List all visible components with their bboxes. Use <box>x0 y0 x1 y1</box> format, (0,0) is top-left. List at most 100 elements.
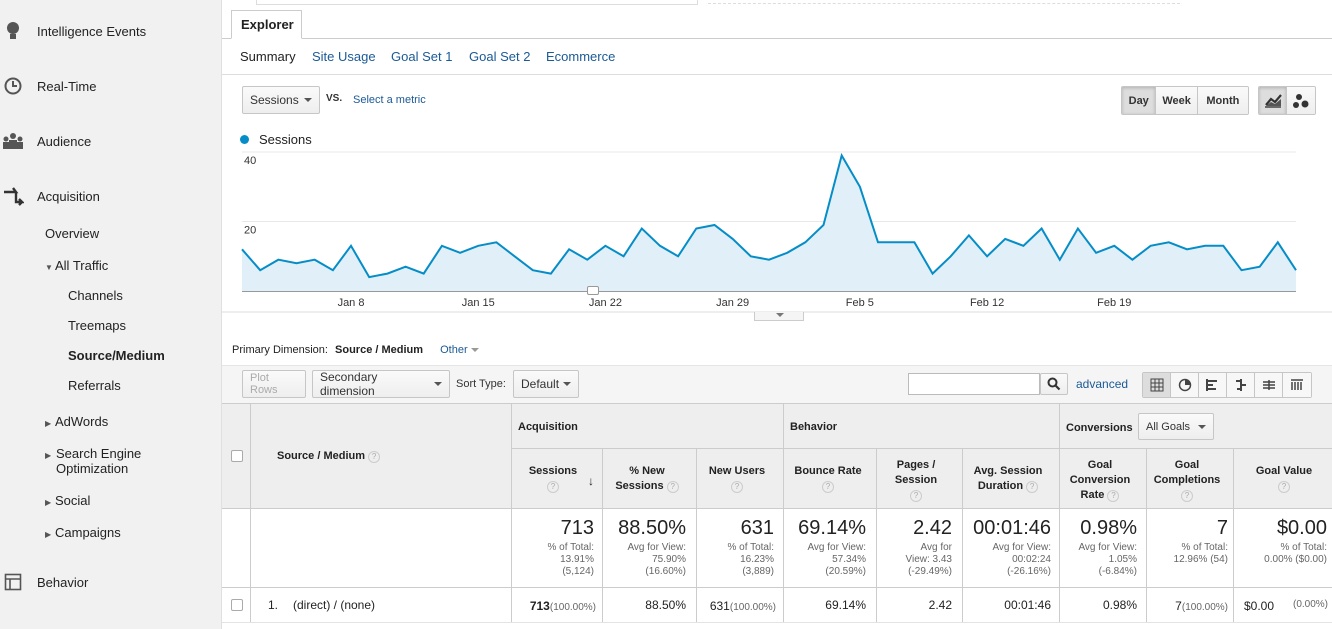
row-bounce-rate: 69.14% <box>825 598 866 612</box>
total-goal-value: $0.00 <box>1276 517 1327 539</box>
x-tick-label: Feb 12 <box>970 297 1004 309</box>
plot-rows-button[interactable]: Plot Rows <box>242 370 306 398</box>
nav-seo[interactable]: ▶ Search Engine Optimization <box>45 446 142 476</box>
nav-social[interactable]: ▶ Social <box>45 493 91 508</box>
dimension-source-medium[interactable]: Source / Medium <box>335 344 424 356</box>
col-avg-duration[interactable]: Avg. Session Duration ? <box>973 465 1043 493</box>
total-new-sessions: 88.50% <box>618 517 686 539</box>
chart-collapse-handle[interactable] <box>754 312 804 321</box>
total-pages-session-detail: Avg for <box>920 542 953 553</box>
nav-treemaps[interactable]: Treemaps <box>68 318 127 333</box>
annotation-icon[interactable] <box>587 286 599 295</box>
x-tick-label: Feb 5 <box>846 297 874 309</box>
col-goal-conversion-rate[interactable]: Goal Conversion Rate ? <box>1069 459 1131 502</box>
col-goal-completions[interactable]: Goal Completions? <box>1153 459 1221 502</box>
nav-source-medium[interactable]: Source/Medium <box>68 348 165 363</box>
advanced-link[interactable]: advanced <box>1076 377 1129 391</box>
pivot-icon <box>1262 380 1275 390</box>
group-conversions: Conversions <box>1066 422 1133 434</box>
caret-down-icon <box>563 382 571 386</box>
nav-audience[interactable]: Audience <box>0 129 91 153</box>
total-new-sessions-detail: (16.60%) <box>645 566 686 577</box>
day-button[interactable]: Day <box>1122 87 1157 114</box>
layout-icon <box>2 571 24 593</box>
nav-referrals[interactable]: Referrals <box>68 378 121 393</box>
col-new-users[interactable]: New Users? <box>708 465 766 493</box>
total-goal-comp-detail: % of Total: <box>1181 542 1228 553</box>
nav-all-traffic[interactable]: ▼ All Traffic <box>45 258 109 273</box>
top-divider <box>708 3 1180 4</box>
col-sessions[interactable]: Sessions? <box>528 465 578 493</box>
data-view-button[interactable] <box>1143 373 1171 397</box>
total-goal-comp-detail: 12.96% (54) <box>1173 554 1228 565</box>
sort-desc-icon: ↓ <box>588 474 594 488</box>
term-cloud-view-button[interactable] <box>1255 373 1283 397</box>
month-button[interactable]: Month <box>1197 87 1248 114</box>
total-goal-comp: 7 <box>1216 517 1228 539</box>
select-all-checkbox[interactable] <box>231 450 243 462</box>
subtab-ecommerce[interactable]: Ecommerce <box>546 49 616 64</box>
col-pages-session[interactable]: Pages / Session? <box>894 459 938 502</box>
line-chart-button[interactable] <box>1259 87 1288 114</box>
select-metric-link[interactable]: Select a metric <box>353 94 426 106</box>
col-bounce-rate[interactable]: Bounce Rate? <box>794 465 862 493</box>
total-new-users-detail: (3,889) <box>742 566 774 577</box>
subtab-site-usage[interactable]: Site Usage <box>312 49 376 64</box>
col-new-sessions[interactable]: % New Sessions ? <box>608 464 686 494</box>
col-goal-value[interactable]: Goal Value? <box>1255 465 1313 493</box>
row-checkbox[interactable] <box>231 599 243 611</box>
help-icon: ? <box>910 490 922 502</box>
y-tick-label: 20 <box>244 225 256 237</box>
nav-real-time[interactable]: Real-Time <box>0 74 96 98</box>
search-button[interactable] <box>1040 373 1068 395</box>
caret-down-icon <box>434 382 442 386</box>
clock-icon <box>2 75 24 97</box>
total-avg-duration-detail: (-26.16%) <box>1007 566 1051 577</box>
pivot-view-button[interactable] <box>1283 373 1311 397</box>
nav-overview[interactable]: Overview <box>45 226 100 241</box>
col-source-medium[interactable]: Source / Medium ? <box>277 449 381 464</box>
sort-type-dropdown[interactable]: Default <box>513 370 579 398</box>
help-icon: ? <box>368 451 381 463</box>
caret-down-icon <box>776 313 784 317</box>
nav-acquisition[interactable]: Acquisition <box>0 184 100 208</box>
row-source-link[interactable]: (direct) / (none) <box>293 598 376 612</box>
chart-legend: Sessions <box>240 132 312 147</box>
goal-select-dropdown[interactable]: All Goals <box>1138 413 1214 440</box>
nav-campaigns[interactable]: ▶ Campaigns <box>45 525 121 540</box>
people-icon <box>2 130 24 152</box>
nav-channels[interactable]: Channels <box>68 288 123 303</box>
sidebar: Intelligence Events Real-Time Audience A… <box>0 0 222 629</box>
tab-explorer[interactable]: Explorer <box>231 10 302 39</box>
table-search-input[interactable] <box>908 373 1040 395</box>
motion-chart-button[interactable] <box>1287 87 1315 114</box>
total-bounce-rate-detail: 57.34% <box>832 554 866 565</box>
legend-label: Sessions <box>259 132 312 147</box>
bars-icon <box>1205 379 1217 391</box>
nav-adwords[interactable]: ▶ AdWords <box>45 414 109 429</box>
subtab-goal-set-1[interactable]: Goal Set 1 <box>391 49 453 64</box>
week-button[interactable]: Week <box>1156 87 1198 114</box>
metric-dropdown[interactable]: Sessions <box>242 86 320 114</box>
bubble-chart-icon <box>1293 93 1309 108</box>
performance-view-button[interactable] <box>1199 373 1227 397</box>
total-bounce-rate: 69.14% <box>798 517 866 539</box>
total-pages-session: 2.42 <box>913 517 952 539</box>
triangle-right-icon: ▶ <box>45 419 52 428</box>
total-goal-value-detail: 0.00% ($0.00) <box>1264 554 1327 565</box>
pie-view-button[interactable] <box>1171 373 1199 397</box>
nav-behavior[interactable]: Behavior <box>0 570 88 594</box>
comparison-view-button[interactable] <box>1227 373 1255 397</box>
total-new-users: 631 <box>740 517 774 539</box>
search-icon <box>1047 377 1061 391</box>
nav-intelligence-events[interactable]: Intelligence Events <box>0 19 146 43</box>
subtab-goal-set-2[interactable]: Goal Set 2 <box>469 49 531 64</box>
period-toggle: Day Week Month <box>1121 86 1249 115</box>
sort-type-label: Sort Type: <box>456 378 506 390</box>
dimension-other[interactable]: Other <box>440 344 479 356</box>
subtab-summary[interactable]: Summary <box>240 49 296 64</box>
total-new-users-detail: 16.23% <box>740 554 774 565</box>
secondary-dimension-dropdown[interactable]: Secondary dimension <box>312 370 450 398</box>
total-sessions-detail: % of Total: <box>547 542 594 553</box>
group-acquisition: Acquisition <box>518 421 578 433</box>
